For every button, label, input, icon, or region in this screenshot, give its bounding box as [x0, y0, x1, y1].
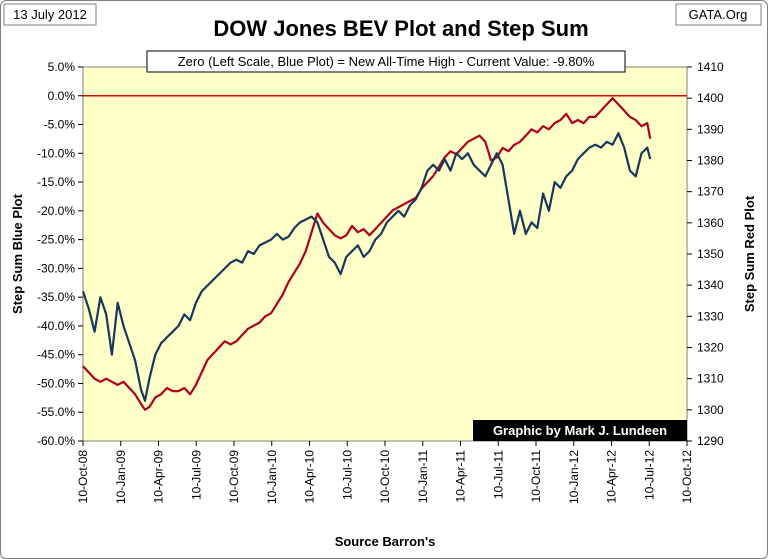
- x-tick-label: 10-Oct-11: [529, 450, 543, 503]
- right-tick-label: 1370: [697, 185, 724, 199]
- chart-title: DOW Jones BEV Plot and Step Sum: [213, 16, 588, 41]
- date-box: [3, 3, 97, 26]
- left-tick-label: -35.0%: [37, 290, 75, 304]
- credit-box: [473, 420, 687, 441]
- right-tick-label: 1350: [697, 247, 724, 261]
- left-tick-label: -20.0%: [37, 204, 75, 218]
- right-tick-label: 1380: [697, 154, 724, 168]
- x-tick-label: 10-Apr-10: [303, 450, 317, 504]
- left-tick-label: -15.0%: [37, 175, 75, 189]
- left-tick-label: -25.0%: [37, 233, 75, 247]
- x-tick-label: 10-Oct-09: [227, 450, 241, 504]
- right-y-axis: 1410 1400 1390 1380 1370 1360 1350 1340 1330 1320…: [687, 60, 724, 448]
- red-series-line: [82, 97, 652, 411]
- credit-label: Graphic by Mark J. Lundeen: [493, 423, 667, 438]
- source-badge: GATA.Org: [689, 7, 748, 22]
- plot-area: [82, 66, 688, 442]
- left-tick-label: -45.0%: [37, 348, 75, 362]
- blue-series-line: [81, 132, 652, 402]
- right-axis-title: Step Sum Red Plot: [742, 195, 757, 312]
- right-tick-label: 1330: [697, 309, 724, 323]
- left-tick-label: -40.0%: [37, 319, 75, 333]
- x-tick-label: 10-Jan-12: [567, 450, 581, 504]
- right-tick-label: 1390: [697, 122, 724, 136]
- right-tick-label: 1400: [697, 91, 724, 105]
- right-tick-label: 1360: [697, 216, 724, 230]
- x-tick-label: 10-Jan-09: [114, 450, 128, 504]
- x-tick-label: 10-Jul-11: [491, 450, 505, 499]
- x-tick-label: 10-Jul-10: [340, 450, 354, 500]
- x-tick-label: 10-Jan-10: [265, 450, 279, 504]
- x-tick-label: 10-Apr-09: [152, 450, 166, 504]
- x-tick-label: 10-Oct-12: [680, 450, 694, 504]
- right-tick-label: 1320: [697, 341, 724, 355]
- x-tick-label: 10-Jul-09: [189, 450, 203, 500]
- right-tick-label: 1300: [697, 403, 724, 417]
- annotation-text: Zero (Left Scale, Blue Plot) = New All-T…: [178, 54, 595, 69]
- x-tick-label: 10-Jan-11: [416, 450, 430, 503]
- x-axis: 10-Oct-08 10-Jan-09 10-Apr-09 10-Jul-09 10-O…: [76, 441, 694, 504]
- right-tick-label: 1410: [697, 60, 724, 74]
- left-tick-label: -5.0%: [44, 118, 76, 132]
- left-tick-label: -60.0%: [37, 434, 75, 448]
- x-axis-title: Source Barron's: [335, 534, 436, 549]
- left-tick-label: 5.0%: [48, 60, 76, 74]
- x-tick-label: 10-Oct-10: [378, 450, 392, 504]
- x-tick-label: 10-Apr-12: [605, 450, 619, 504]
- annotation-box: [146, 50, 626, 73]
- left-tick-label: 0.0%: [48, 89, 76, 103]
- x-tick-label: 10-Jul-12: [642, 450, 656, 500]
- x-tick-label: 10-Oct-08: [76, 450, 90, 504]
- left-axis-title: Step Sum Blue Plot: [10, 193, 25, 314]
- x-tick-label: 10-Apr-11: [454, 450, 468, 503]
- right-tick-label: 1310: [697, 372, 724, 386]
- right-tick-label: 1340: [697, 278, 724, 292]
- source-badge-box: [675, 3, 762, 26]
- left-tick-label: -55.0%: [37, 405, 75, 419]
- right-tick-label: 1290: [697, 434, 724, 448]
- left-tick-label: -30.0%: [37, 261, 75, 275]
- left-y-axis: 5.0% 0.0% -5.0% -10.0% -15.0% -20.0% -25.0% -30…: [37, 60, 83, 448]
- left-tick-label: -50.0%: [37, 376, 75, 390]
- date-label: 13 July 2012: [13, 7, 87, 22]
- left-tick-label: -10.0%: [37, 146, 75, 160]
